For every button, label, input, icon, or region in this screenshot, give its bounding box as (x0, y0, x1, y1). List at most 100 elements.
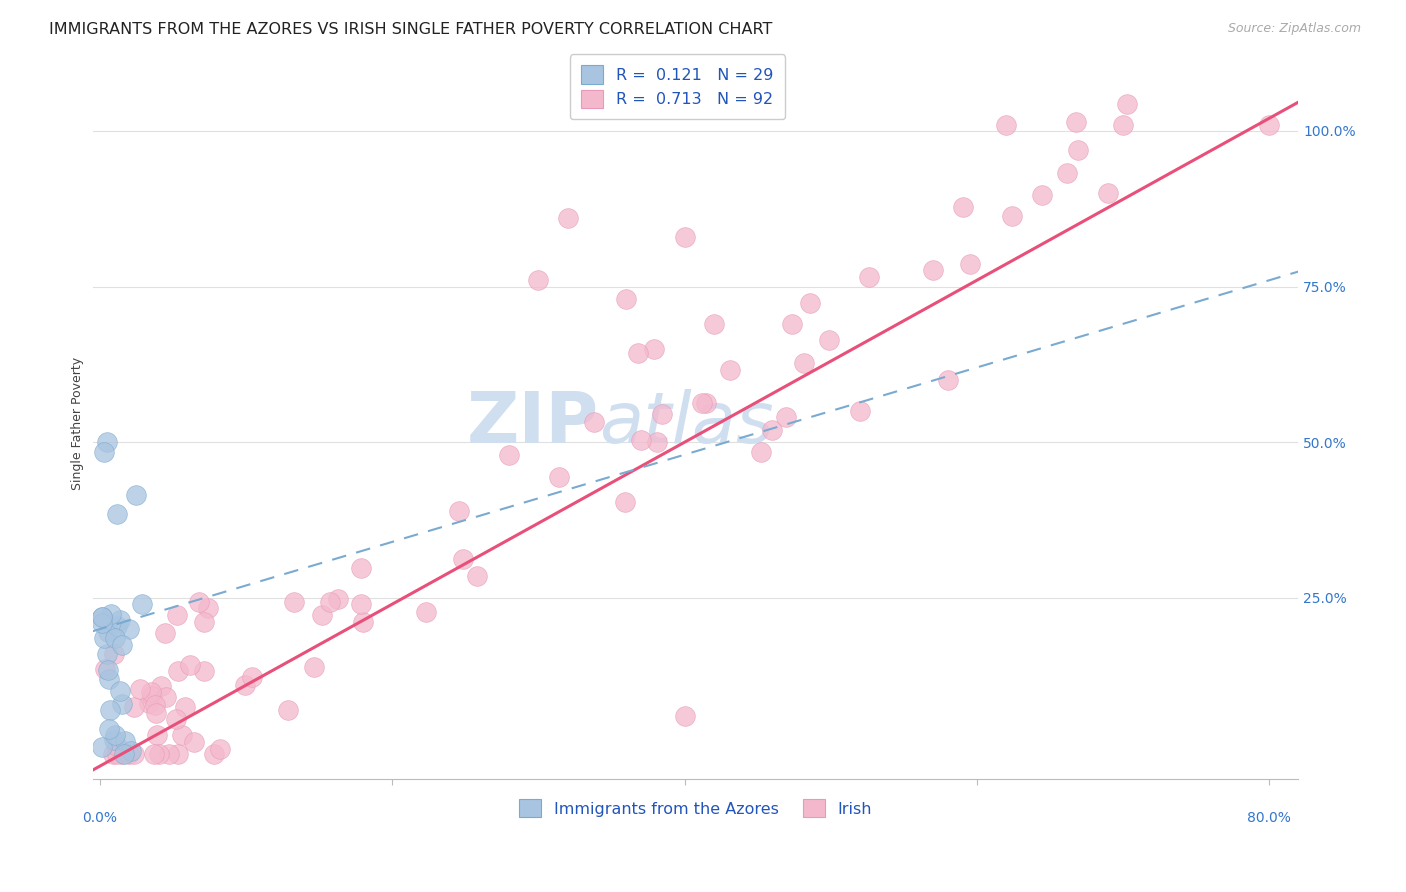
Point (302, 660, 325, 674)
Point (179, 658, 201, 673)
Point (138, 696, 160, 710)
Point (557, 211, 579, 225)
Point (548, 470, 571, 484)
Point (651, 407, 673, 421)
Point (131, 597, 153, 611)
Point (93, 444, 115, 458)
Point (114, 734, 136, 748)
Point (103, 647, 125, 661)
Point (103, 732, 125, 747)
Point (311, 607, 333, 622)
Point (415, 605, 437, 619)
Point (673, 229, 696, 244)
Point (1001, 209, 1024, 223)
Point (146, 728, 169, 742)
Point (111, 638, 134, 652)
Point (118, 622, 141, 636)
Point (451, 551, 474, 566)
Point (90, 615, 112, 630)
Point (1056, 166, 1078, 180)
Point (614, 292, 637, 306)
Point (233, 678, 256, 692)
Point (527, 273, 550, 287)
Point (761, 423, 783, 437)
Point (165, 712, 187, 726)
Point (799, 296, 821, 310)
Point (1116, 96, 1139, 111)
Point (350, 561, 373, 575)
Text: IMMIGRANTS FROM THE AZORES VS IRISH SINGLE FATHER POVERTY CORRELATION CHART: IMMIGRANTS FROM THE AZORES VS IRISH SING… (49, 22, 772, 37)
Legend: Immigrants from the Azores, Irish: Immigrants from the Azores, Irish (512, 793, 879, 824)
Point (614, 495, 637, 509)
Point (1067, 143, 1090, 157)
Point (100, 703, 122, 717)
Point (93, 632, 115, 646)
Text: 80.0%: 80.0% (1247, 811, 1291, 824)
Point (105, 739, 128, 753)
Point (202, 747, 225, 761)
Point (995, 118, 1018, 132)
Point (350, 598, 373, 612)
Point (793, 356, 815, 370)
Point (643, 342, 665, 356)
Point (627, 346, 650, 360)
Point (645, 434, 668, 449)
Point (153, 626, 176, 640)
Point (93, 661, 115, 675)
Point (498, 448, 520, 462)
Point (128, 681, 150, 696)
Point (277, 703, 299, 717)
Point (105, 747, 128, 761)
Text: ZIP: ZIP (467, 389, 599, 458)
Point (97, 722, 120, 736)
Point (117, 747, 139, 761)
Point (936, 373, 959, 387)
Point (155, 690, 177, 705)
Point (96, 647, 118, 661)
Point (166, 608, 188, 623)
Point (193, 615, 215, 629)
Point (695, 396, 717, 410)
Point (141, 689, 163, 703)
Point (1112, 118, 1135, 132)
Point (97, 672, 120, 686)
Point (959, 257, 981, 271)
Point (858, 269, 880, 284)
Point (209, 741, 232, 756)
Point (775, 410, 797, 425)
Point (157, 747, 180, 761)
Point (352, 615, 374, 630)
Point (630, 434, 652, 448)
Point (125, 488, 148, 502)
Point (818, 333, 841, 347)
Point (122, 747, 145, 761)
Point (193, 664, 215, 678)
Point (105, 619, 128, 633)
Point (447, 504, 470, 518)
Point (465, 569, 488, 583)
Point (183, 735, 205, 749)
Point (101, 747, 124, 761)
Point (143, 747, 166, 761)
Point (240, 670, 263, 684)
Point (1031, 188, 1053, 202)
Point (145, 706, 167, 720)
Point (703, 317, 725, 331)
Point (141, 685, 163, 699)
Point (90, 609, 112, 624)
Point (100, 607, 122, 621)
Point (166, 747, 188, 761)
Point (112, 747, 135, 761)
Point (188, 595, 211, 609)
Text: 0.0%: 0.0% (83, 811, 117, 824)
Point (103, 728, 125, 742)
Point (780, 317, 803, 331)
Point (283, 595, 305, 609)
Point (167, 665, 190, 679)
Point (150, 679, 173, 693)
Point (849, 404, 872, 418)
Point (673, 709, 696, 723)
Point (143, 698, 166, 713)
Point (107, 507, 129, 521)
Point (111, 747, 134, 761)
